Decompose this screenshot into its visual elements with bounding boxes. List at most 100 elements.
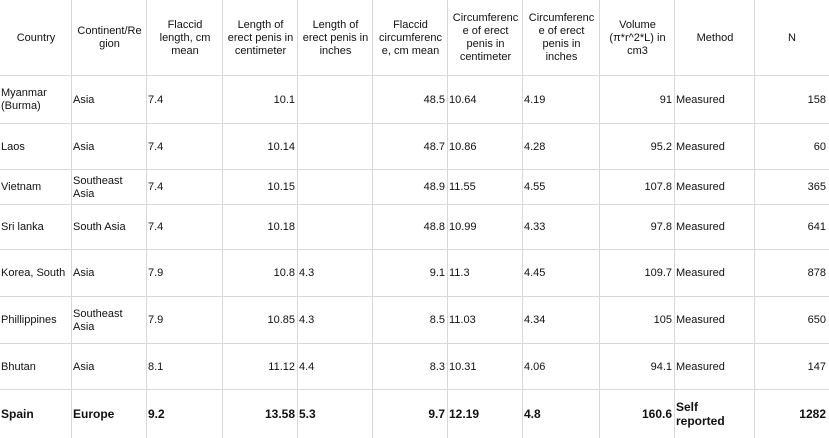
cell-method[interactable]: Measured — [676, 314, 725, 326]
cell-erect-circumference-in[interactable]: 4.45 — [524, 267, 546, 279]
cell-country[interactable]: Myanmar (Burma) — [1, 87, 47, 112]
cell-method[interactable]: Measured — [676, 221, 725, 233]
cell-erect-circumference-cm[interactable]: 10.86 — [449, 141, 477, 153]
cell-n[interactable]: 878 — [807, 267, 826, 279]
cell-erect-length-cm[interactable]: 10.8 — [273, 267, 295, 279]
cell-country[interactable]: Korea, South — [1, 267, 66, 279]
cell-continent[interactable]: Asia — [73, 94, 95, 106]
cell-flaccid-circumference[interactable]: 48.7 — [423, 141, 445, 153]
cell-country[interactable]: Vietnam — [1, 181, 42, 193]
cell-continent[interactable]: South Asia — [73, 221, 126, 233]
cell-erect-circumference-in[interactable]: 4.33 — [524, 221, 546, 233]
cell-flaccid-length[interactable]: 9.2 — [148, 407, 165, 421]
cell-erect-circumference-cm[interactable]: 11.3 — [449, 267, 470, 279]
header-erect-circumference-cm[interactable]: Circumferenc e of erect penis in centime… — [452, 12, 519, 63]
cell-flaccid-circumference[interactable]: 8.3 — [429, 361, 445, 373]
cell-flaccid-length[interactable]: 7.4 — [148, 181, 164, 193]
cell-flaccid-circumference[interactable]: 48.9 — [423, 181, 445, 193]
cell-flaccid-length[interactable]: 7.9 — [148, 314, 164, 326]
cell-erect-length-cm[interactable]: 11.12 — [268, 361, 295, 373]
cell-erect-circumference-cm[interactable]: 10.31 — [449, 361, 477, 373]
row-divider — [0, 389, 829, 390]
cell-flaccid-length[interactable]: 7.4 — [148, 221, 164, 233]
header-erect-circumference-in[interactable]: Circumferenc e of erect penis in inches — [528, 12, 595, 63]
cell-erect-circumference-cm[interactable]: 10.64 — [449, 94, 477, 106]
cell-erect-circumference-in[interactable]: 4.28 — [524, 141, 546, 153]
cell-method[interactable]: Measured — [676, 267, 725, 279]
cell-volume[interactable]: 94.1 — [650, 361, 672, 373]
cell-n[interactable]: 60 — [813, 141, 826, 153]
cell-erect-length-cm[interactable]: 10.1 — [273, 94, 295, 106]
cell-erect-circumference-in[interactable]: 4.06 — [524, 361, 546, 373]
cell-continent[interactable]: Southeast Asia — [73, 175, 123, 200]
header-continent[interactable]: Continent/Re gion — [77, 25, 142, 50]
cell-country[interactable]: Bhutan — [1, 361, 36, 373]
cell-method[interactable]: Self reported — [676, 400, 725, 428]
cell-volume[interactable]: 109.7 — [644, 267, 672, 279]
header-erect-length-in[interactable]: Length of erect penis in inches — [302, 19, 369, 57]
header-flaccid-circumference[interactable]: Flaccid circumferenc e, cm mean — [379, 19, 442, 57]
cell-volume[interactable]: 160.6 — [641, 407, 672, 421]
cell-continent[interactable]: Asia — [73, 361, 95, 373]
cell-flaccid-circumference[interactable]: 48.5 — [423, 94, 445, 106]
cell-n[interactable]: 158 — [807, 94, 826, 106]
column-divider — [146, 0, 147, 438]
cell-country[interactable]: Sri lanka — [1, 221, 44, 233]
cell-erect-length-in[interactable]: 4.4 — [299, 361, 315, 373]
cell-erect-length-in[interactable]: 5.3 — [299, 407, 316, 421]
cell-volume[interactable]: 91 — [659, 94, 672, 106]
cell-erect-circumference-in[interactable]: 4.34 — [524, 314, 546, 326]
cell-method[interactable]: Measured — [676, 94, 725, 106]
cell-erect-length-cm[interactable]: 10.14 — [267, 141, 295, 153]
cell-flaccid-length[interactable]: 7.4 — [148, 141, 164, 153]
cell-country[interactable]: Spain — [1, 407, 34, 421]
cell-volume[interactable]: 95.2 — [650, 141, 672, 153]
cell-method[interactable]: Measured — [676, 141, 725, 153]
header-erect-length-cm[interactable]: Length of erect penis in centimeter — [227, 19, 294, 57]
cell-erect-circumference-cm[interactable]: 10.99 — [449, 221, 477, 233]
cell-method[interactable]: Measured — [676, 361, 725, 373]
column-divider — [674, 0, 675, 438]
cell-volume[interactable]: 97.8 — [650, 221, 672, 233]
cell-n[interactable]: 365 — [807, 181, 826, 193]
cell-volume[interactable]: 107.8 — [644, 181, 672, 193]
header-volume[interactable]: Volume (π*r^2*L) in cm3 — [609, 19, 666, 57]
cell-flaccid-circumference[interactable]: 48.8 — [423, 221, 445, 233]
cell-erect-circumference-cm[interactable]: 11.03 — [449, 314, 476, 326]
cell-n[interactable]: 147 — [807, 361, 826, 373]
cell-n[interactable]: 650 — [807, 314, 826, 326]
cell-flaccid-circumference[interactable]: 9.7 — [428, 407, 445, 421]
cell-continent[interactable]: Southeast Asia — [73, 308, 123, 333]
cell-erect-length-cm[interactable]: 10.18 — [267, 221, 295, 233]
header-flaccid-length[interactable]: Flaccid length, cm mean — [159, 19, 211, 57]
cell-erect-circumference-cm[interactable]: 12.19 — [449, 407, 480, 421]
cell-flaccid-length[interactable]: 7.4 — [148, 94, 164, 106]
cell-n[interactable]: 641 — [807, 221, 826, 233]
header-method[interactable]: Method — [696, 32, 734, 44]
cell-n[interactable]: 1282 — [799, 407, 826, 421]
cell-flaccid-length[interactable]: 8.1 — [148, 361, 164, 373]
cell-continent[interactable]: Asia — [73, 267, 95, 279]
cell-erect-length-cm[interactable]: 10.85 — [267, 314, 295, 326]
cell-country[interactable]: Laos — [1, 141, 25, 153]
cell-continent[interactable]: Europe — [73, 407, 115, 421]
cell-erect-length-in[interactable]: 4.3 — [299, 267, 315, 279]
cell-continent[interactable]: Asia — [73, 141, 95, 153]
cell-flaccid-length[interactable]: 7.9 — [148, 267, 164, 279]
cell-erect-circumference-in[interactable]: 4.8 — [524, 407, 541, 421]
cell-country[interactable]: Phillippines — [1, 314, 57, 326]
column-divider — [754, 0, 755, 438]
cell-flaccid-circumference[interactable]: 8.5 — [429, 314, 445, 326]
cell-erect-length-cm[interactable]: 10.15 — [267, 181, 295, 193]
cell-erect-length-in[interactable]: 4.3 — [299, 314, 315, 326]
cell-volume[interactable]: 105 — [653, 314, 672, 326]
cell-method[interactable]: Measured — [676, 181, 725, 193]
cell-erect-circumference-cm[interactable]: 11.55 — [449, 181, 476, 193]
header-country[interactable]: Country — [16, 32, 56, 44]
cell-erect-length-cm[interactable]: 13.58 — [264, 407, 295, 421]
header-n[interactable]: N — [788, 32, 796, 44]
cell-erect-circumference-in[interactable]: 4.55 — [524, 181, 546, 193]
row-divider — [0, 343, 829, 344]
cell-erect-circumference-in[interactable]: 4.19 — [524, 94, 546, 106]
cell-flaccid-circumference[interactable]: 9.1 — [429, 267, 445, 279]
